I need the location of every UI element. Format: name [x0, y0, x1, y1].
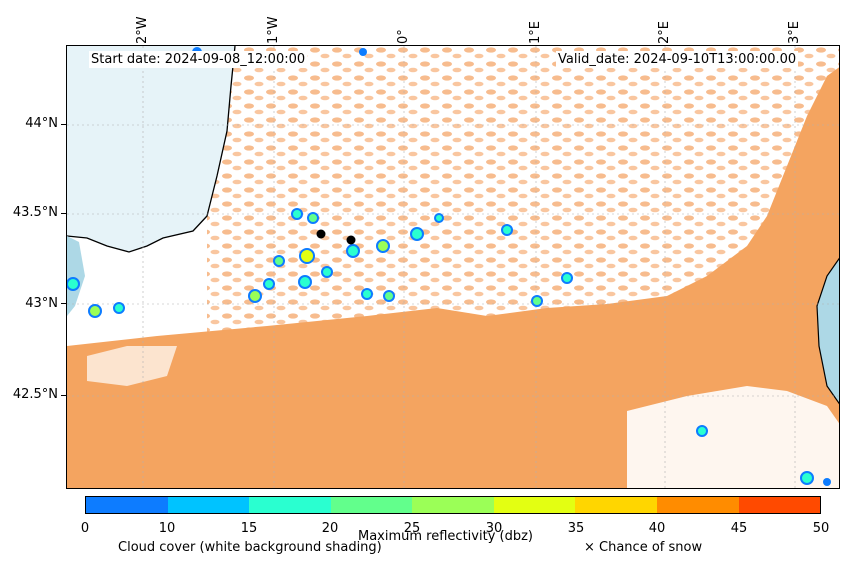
colorbar-segment	[738, 497, 821, 513]
snow-legend: × Chance of snow	[584, 540, 703, 555]
lon-label-1w: 1°W	[266, 16, 281, 44]
radar-cell	[800, 471, 814, 485]
radar-cell	[376, 239, 390, 253]
colorbar-segment	[656, 497, 739, 513]
lat-label-42-5n: 42.5°N	[12, 387, 58, 402]
coastline-west	[67, 46, 236, 253]
sea-strip-west	[67, 236, 85, 316]
radar-cell	[248, 289, 262, 303]
radar-cell	[561, 272, 573, 284]
lat-tick	[61, 303, 66, 304]
reflectivity-cells	[67, 47, 831, 486]
colorbar-title: Maximum reflectivity (dbz)	[358, 529, 533, 544]
colorbar-tick-label: 25	[403, 521, 421, 536]
lon-label-3e: 3°E	[787, 21, 802, 44]
radar-cell	[410, 227, 424, 241]
colorbar-tick-label: 15	[240, 521, 258, 536]
colorbar-tick-label: 40	[648, 521, 666, 536]
map-panel[interactable]	[66, 45, 840, 489]
colorbar-tick-label: 20	[321, 521, 339, 536]
map-canvas	[67, 46, 839, 488]
radar-cell	[359, 48, 367, 56]
location-marker-2[interactable]	[346, 235, 356, 245]
colorbar-tick-label: 0	[80, 521, 90, 536]
radar-cell	[113, 302, 125, 314]
colorbar-segment	[86, 497, 168, 513]
lat-label-43-5n: 43.5°N	[12, 205, 58, 220]
radar-cell	[67, 277, 80, 291]
valid-date-label: Valid_date: 2024-09-10T13:00:00.00	[556, 51, 799, 68]
lat-label-44n: 44°N	[25, 116, 58, 131]
clear-sky-land-south	[67, 67, 839, 488]
colorbar-tick-label: 10	[158, 521, 176, 536]
graticule	[67, 46, 839, 488]
colorbar-segment	[575, 497, 657, 513]
mediterranean-sea	[816, 257, 839, 405]
radar-cell	[299, 248, 315, 264]
reflectivity-colorbar	[85, 496, 821, 514]
cloud-cover-legend: Cloud cover (white background shading)	[118, 540, 382, 555]
radar-cell	[501, 224, 513, 236]
radar-cell	[298, 275, 312, 289]
radar-cell	[273, 255, 285, 267]
lat-tick	[61, 213, 66, 214]
lat-tick	[61, 395, 66, 396]
radar-cell	[696, 425, 708, 437]
radar-cell	[88, 304, 102, 318]
radar-cell	[291, 208, 303, 220]
radar-cell	[823, 478, 831, 486]
lat-label-43n: 43°N	[25, 296, 58, 311]
colorbar-tick-label: 50	[812, 521, 830, 536]
colorbar-segment	[493, 497, 576, 513]
colorbar-segment	[330, 497, 413, 513]
colorbar-segment	[412, 497, 494, 513]
radar-cell	[321, 266, 333, 278]
cloud-patch-southwest	[87, 346, 177, 386]
lon-label-2w: 2°W	[135, 16, 150, 44]
lat-tick	[61, 124, 66, 125]
cloud-patch-southeast	[627, 386, 839, 488]
colorbar-tick-label: 30	[485, 521, 503, 536]
lon-label-0: 0°	[396, 29, 411, 44]
radar-cell	[307, 212, 319, 224]
radar-cell	[531, 295, 543, 307]
radar-cell	[346, 244, 360, 258]
lon-label-1e: 1°E	[528, 21, 543, 44]
colorbar-tick-label: 35	[567, 521, 585, 536]
colorbar-segment	[167, 497, 250, 513]
radar-cell	[383, 290, 395, 302]
location-marker-1[interactable]	[316, 229, 326, 239]
colorbar-tick-label: 45	[730, 521, 748, 536]
bay-of-biscay-sea	[67, 46, 235, 252]
radar-cell	[434, 213, 444, 223]
radar-cell	[361, 288, 373, 300]
colorbar-segment	[249, 497, 331, 513]
radar-cell	[263, 278, 275, 290]
start-date-label: Start date: 2024-09-08_12:00:00	[89, 51, 308, 68]
lon-label-2e: 2°E	[657, 21, 672, 44]
